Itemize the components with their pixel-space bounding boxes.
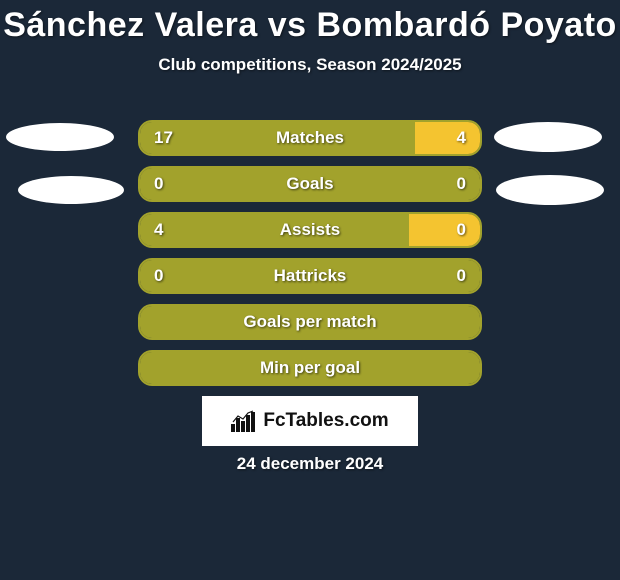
placeholder-ellipse: [18, 176, 124, 204]
page-subtitle: Club competitions, Season 2024/2025: [0, 55, 620, 75]
stat-value-right: 4: [457, 122, 466, 154]
stat-bar-container: 00Hattricks: [138, 258, 482, 294]
stat-fill-left: [140, 260, 480, 292]
stat-fill-right: [409, 214, 480, 246]
stat-fill-left: [140, 168, 480, 200]
stat-fill-right: [415, 122, 480, 154]
stat-fill-left: [140, 122, 415, 154]
stat-bar-container: Goals per match: [138, 304, 482, 340]
placeholder-ellipse: [6, 123, 114, 151]
stat-bar-container: 00Goals: [138, 166, 482, 202]
stat-fill-left: [140, 306, 480, 338]
stat-fill-left: [140, 352, 480, 384]
placeholder-ellipse: [496, 175, 604, 205]
stat-value-left: 17: [154, 122, 173, 154]
stat-value-right: 0: [457, 168, 466, 200]
stat-bar-container: 174Matches: [138, 120, 482, 156]
stats-area: 174Matches00Goals40Assists00HattricksGoa…: [0, 120, 620, 396]
placeholder-ellipse: [494, 122, 602, 152]
stat-row: 00Hattricks: [0, 258, 620, 294]
date-text: 24 december 2024: [0, 454, 620, 474]
logo-text: FcTables.com: [263, 410, 388, 432]
stat-value-left: 4: [154, 214, 163, 246]
stat-value-right: 0: [457, 214, 466, 246]
page-title: Sánchez Valera vs Bombardó Poyato: [0, 0, 620, 45]
stat-bar-container: 40Assists: [138, 212, 482, 248]
stat-row: 40Assists: [0, 212, 620, 248]
fctables-logo-icon: [231, 410, 257, 432]
stat-value-left: 0: [154, 168, 163, 200]
logo-box: FcTables.com: [202, 396, 418, 446]
stat-row: Goals per match: [0, 304, 620, 340]
stat-value-left: 0: [154, 260, 163, 292]
stat-row: Min per goal: [0, 350, 620, 386]
stat-fill-left: [140, 214, 409, 246]
stat-bar-container: Min per goal: [138, 350, 482, 386]
stat-value-right: 0: [457, 260, 466, 292]
